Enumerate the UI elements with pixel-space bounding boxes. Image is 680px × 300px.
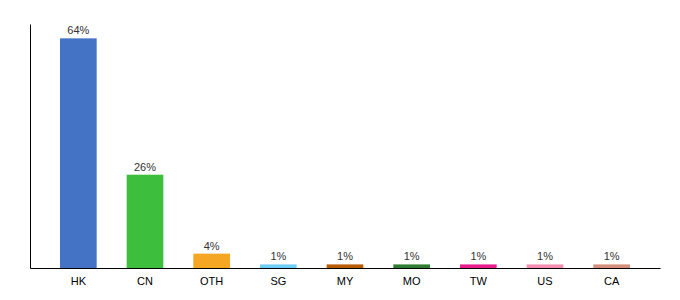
x-tick-label: CN: [137, 275, 153, 287]
bar: [527, 264, 564, 268]
bar: [60, 38, 97, 268]
x-tick: MO: [403, 275, 421, 287]
data-label: 4%: [204, 240, 220, 252]
bar: [393, 264, 430, 268]
chart: 64% 26% 4% 1% 1% 1% 1% 1% 1% HK CN OTH SG MY MO TW US CA: [0, 0, 680, 300]
x-tick-label: US: [537, 275, 552, 287]
bar: [460, 264, 497, 268]
x-axis-line: [31, 268, 661, 269]
bar: [127, 175, 164, 268]
data-label: 26%: [134, 161, 156, 173]
bar: [593, 264, 630, 268]
bar: [260, 264, 297, 268]
data-label: 1%: [604, 250, 620, 262]
data-labels: 64% 26% 4% 1% 1% 1% 1% 1% 1%: [67, 24, 620, 262]
x-tick-label: HK: [71, 275, 87, 287]
x-tick-label: OTH: [200, 275, 223, 287]
x-tick: US: [537, 275, 552, 287]
x-tick: CA: [604, 275, 620, 287]
x-axis: HK CN OTH SG MY MO TW US CA: [31, 269, 661, 287]
y-axis-line: [30, 25, 31, 269]
bars: [60, 38, 630, 268]
data-label: 64%: [67, 24, 89, 36]
x-tick-label: MY: [337, 275, 354, 287]
bar: [193, 254, 230, 268]
x-tick: TW: [470, 275, 488, 287]
x-tick: CN: [137, 275, 153, 287]
x-tick-label: MO: [403, 275, 421, 287]
x-tick: MY: [337, 275, 354, 287]
bar: [327, 264, 364, 268]
x-tick-label: SG: [270, 275, 286, 287]
x-tick: SG: [270, 275, 286, 287]
plot-area: 64% 26% 4% 1% 1% 1% 1% 1% 1% HK CN OTH SG MY MO TW US CA: [31, 24, 661, 286]
data-label: 1%: [470, 250, 486, 262]
data-label: 1%: [270, 250, 286, 262]
x-tick: OTH: [200, 275, 223, 287]
data-label: 1%: [404, 250, 420, 262]
y-axis: [30, 25, 31, 269]
x-tick-label: CA: [604, 275, 620, 287]
x-tick: HK: [71, 275, 87, 287]
x-tick-label: TW: [470, 275, 488, 287]
data-label: 1%: [537, 250, 553, 262]
data-label: 1%: [337, 250, 353, 262]
